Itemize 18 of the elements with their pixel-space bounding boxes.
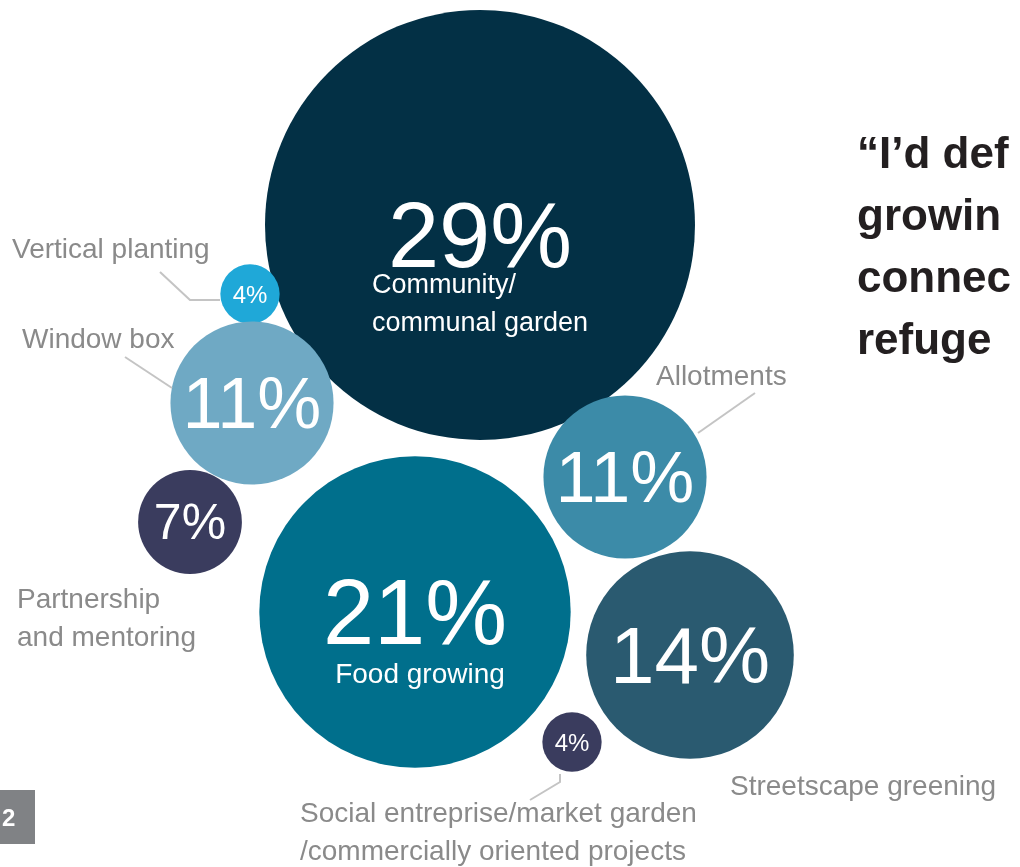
category-label: Window box bbox=[22, 323, 175, 354]
text: connec bbox=[857, 252, 1012, 301]
category-label: Streetscape greening bbox=[730, 770, 997, 801]
text: 2 bbox=[2, 804, 16, 831]
text: “I’d def bbox=[857, 128, 1009, 177]
data-label: 7% bbox=[153, 494, 227, 550]
data-label: 11% bbox=[555, 437, 695, 517]
text: refuge bbox=[857, 314, 992, 363]
text: growin bbox=[857, 190, 1002, 239]
data-label: 14% bbox=[609, 610, 771, 700]
category-label: Allotments bbox=[656, 360, 787, 391]
category-label: Partnership and mentoring bbox=[17, 583, 197, 652]
data-label: 11% bbox=[182, 363, 322, 443]
data-label: 4% bbox=[232, 280, 268, 308]
data-label: 4% bbox=[554, 728, 590, 756]
category-label: Social entreprise/market garden /commercially oriented projects bbox=[300, 797, 697, 866]
category-label: Vertical planting bbox=[12, 233, 210, 264]
category-label: Community/ communal garden bbox=[372, 269, 589, 337]
